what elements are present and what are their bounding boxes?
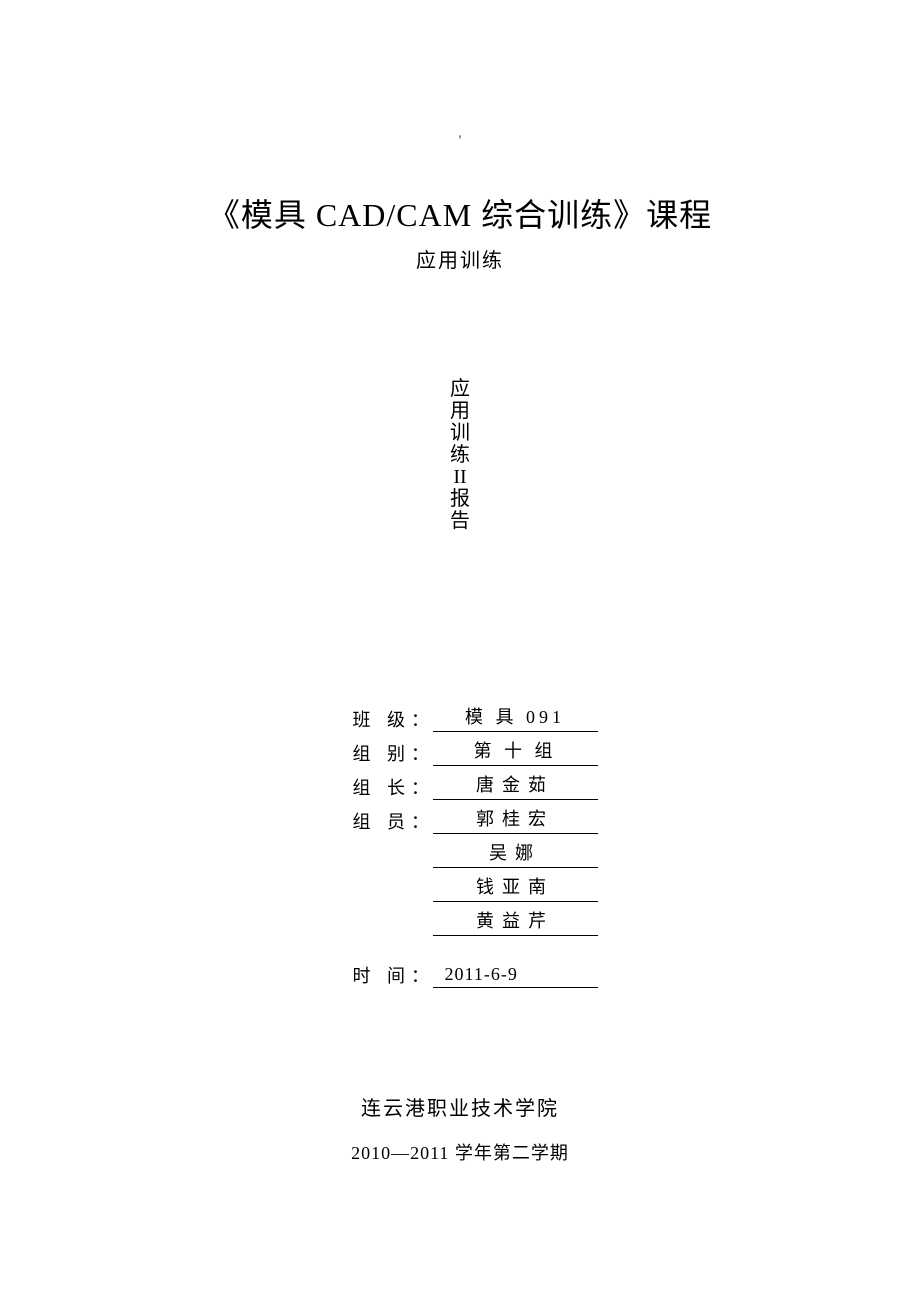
info-block: 班 级： 模 具 091 组 别： 第 十 组 组 长： 唐金茹 组 员： 郭桂… xyxy=(353,702,598,992)
footer-school: 连云港职业技术学院 xyxy=(351,1092,569,1121)
vertical-char: II xyxy=(453,466,466,488)
class-value: 模 具 091 xyxy=(433,703,598,732)
document-page: ' 《模具 CAD/CAM 综合训练》课程 应用训练 应 用 训 练 II 报 … xyxy=(0,0,920,1225)
member-label: 组 员： xyxy=(353,808,433,834)
sub-title: 应用训练 xyxy=(416,244,504,273)
group-value: 第 十 组 xyxy=(433,737,598,766)
info-row-member: 组 员： 郭桂宏 xyxy=(353,804,598,834)
info-row-member: 黄益芹 xyxy=(353,906,598,936)
vertical-char: 练 xyxy=(450,444,470,466)
vertical-title: 应 用 训 练 II 报 告 xyxy=(450,378,470,532)
vertical-char: 用 xyxy=(450,400,470,422)
member-value: 郭桂宏 xyxy=(433,805,598,834)
member-value: 吴娜 xyxy=(433,839,598,868)
info-row-class: 班 级： 模 具 091 xyxy=(353,702,598,732)
group-label: 组 别： xyxy=(353,740,433,766)
leader-value: 唐金茹 xyxy=(433,771,598,800)
vertical-char: 训 xyxy=(450,422,470,444)
info-row-group: 组 别： 第 十 组 xyxy=(353,736,598,766)
info-row-member: 吴娜 xyxy=(353,838,598,868)
footer-block: 连云港职业技术学院 2010—2011 学年第二学期 xyxy=(351,1092,569,1165)
spacer xyxy=(353,940,598,958)
info-row-leader: 组 长： 唐金茹 xyxy=(353,770,598,800)
info-row-member: 钱亚南 xyxy=(353,872,598,902)
member-value: 黄益芹 xyxy=(433,907,598,936)
vertical-char: 应 xyxy=(450,378,470,400)
footer-semester: 2010—2011 学年第二学期 xyxy=(351,1139,569,1165)
vertical-char: 告 xyxy=(450,510,470,532)
vertical-char: 报 xyxy=(450,488,470,510)
time-label: 时 间： xyxy=(353,962,433,988)
class-label: 班 级： xyxy=(353,706,433,732)
time-value: 2011-6-9 xyxy=(433,964,598,988)
info-row-time: 时 间： 2011-6-9 xyxy=(353,958,598,988)
top-mark: ' xyxy=(459,132,461,148)
main-title: 《模具 CAD/CAM 综合训练》课程 xyxy=(208,190,712,236)
leader-label: 组 长： xyxy=(353,774,433,800)
member-value: 钱亚南 xyxy=(433,873,598,902)
